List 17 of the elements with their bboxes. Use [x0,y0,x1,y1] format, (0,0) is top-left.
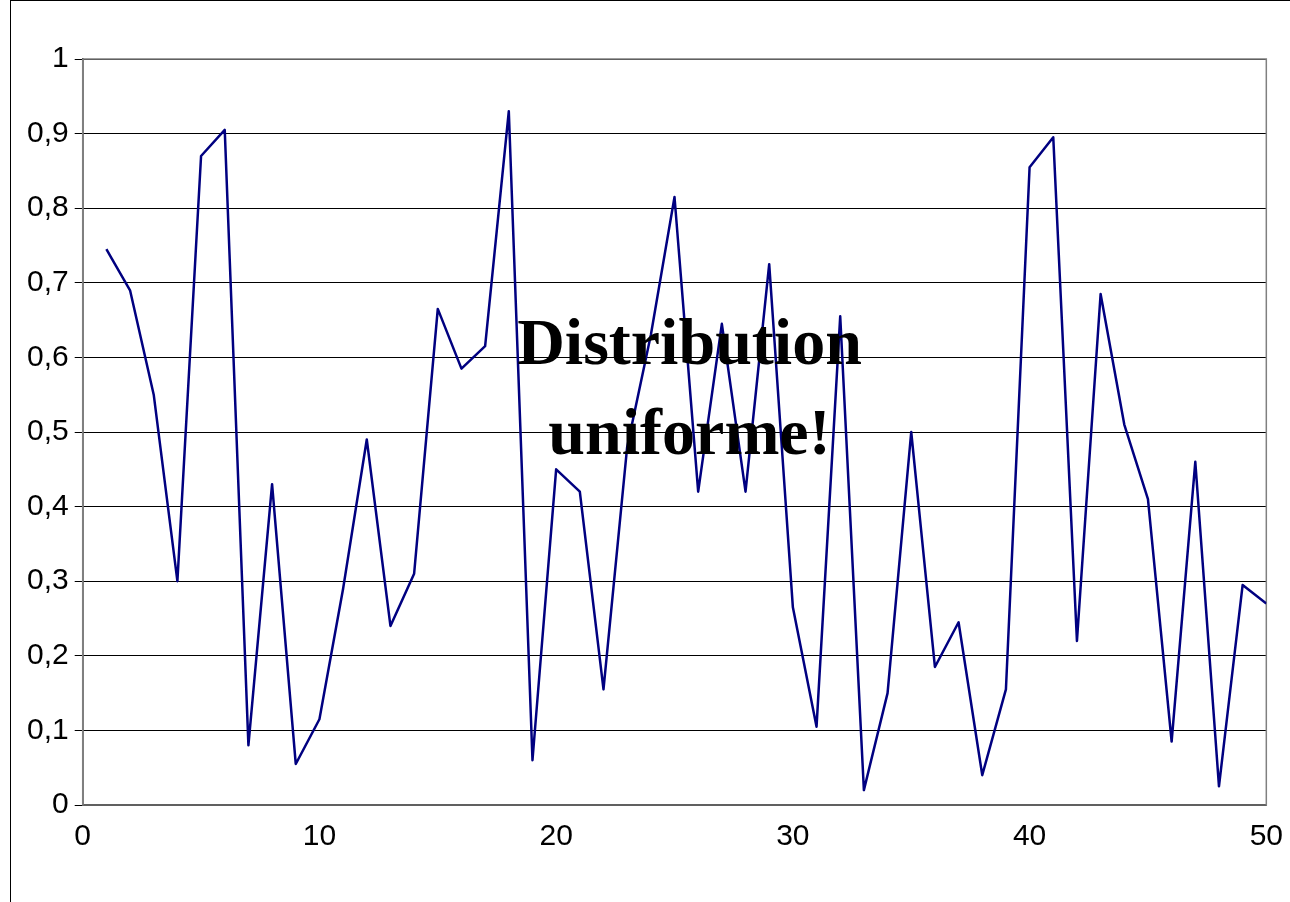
y-tick-label: 0,9 [26,114,69,148]
y-tick-label: 0,8 [26,189,69,223]
y-tick-label: 0,3 [26,562,69,596]
x-tick-label: 50 [1249,818,1283,852]
y-tick-label: 0 [52,786,69,820]
x-tick-label: 0 [74,818,92,852]
x-tick-label: 40 [1012,818,1047,852]
y-tick-label: 0,5 [26,413,69,447]
y-tick-label: 0,7 [26,264,69,298]
y-tick-label: 1 [52,40,69,74]
x-tick-label: 30 [776,818,810,852]
x-tick-label: 10 [302,818,337,852]
y-tick-label: 0,2 [26,637,69,671]
x-tick-label: 20 [539,818,573,852]
y-tick-label: 0,4 [26,487,69,521]
y-tick-label: 0,1 [26,711,69,745]
y-tick-label: 0,6 [26,338,69,372]
